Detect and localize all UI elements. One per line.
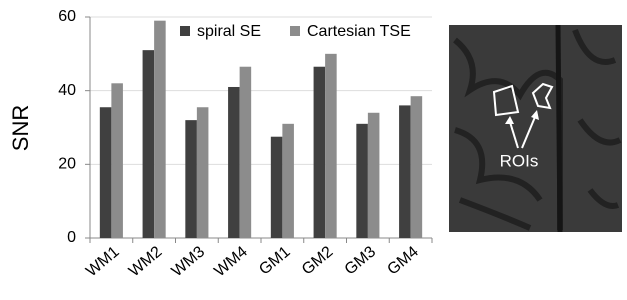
x-tick-label: WM1 (83, 243, 123, 280)
bar (368, 113, 380, 238)
bar (411, 96, 423, 238)
x-tick-label: WM3 (169, 243, 209, 280)
legend-label: Cartesian TSE (307, 23, 411, 40)
bar (154, 21, 166, 238)
y-axis-label: SNR (8, 105, 33, 151)
mri-image: ROIs (449, 25, 622, 232)
y-tick-label: 0 (67, 229, 76, 246)
x-tick-label: GM1 (256, 243, 294, 278)
bar (271, 137, 283, 238)
legend-label: spiral SE (197, 23, 261, 40)
x-tick-label: WM4 (211, 243, 251, 280)
figure: SNR ROIs 0 20 40 60 WM1WM2WM3WM4GM1GM2GM3GM4… (0, 0, 627, 300)
y-tick-label: 20 (58, 156, 76, 173)
bar (185, 120, 197, 238)
bar (356, 124, 368, 238)
x-tick-label: GM4 (384, 243, 422, 278)
bar (282, 124, 294, 238)
x-tick-label: GM2 (299, 243, 337, 278)
y-tick-label: 40 (58, 82, 76, 99)
bar (100, 107, 112, 238)
bar (197, 107, 209, 238)
bar (399, 105, 411, 238)
legend-swatch (180, 26, 190, 36)
x-tick-label: GM3 (342, 243, 380, 278)
bar (325, 54, 337, 238)
legend-swatch (290, 26, 300, 36)
image-annotation: ROIs (500, 151, 539, 170)
bar (228, 87, 240, 238)
y-tick-label: 60 (58, 8, 76, 25)
x-tick-label: WM2 (126, 243, 166, 280)
bar (314, 67, 326, 238)
image-fissure (558, 25, 560, 232)
bar (143, 50, 155, 238)
bar (240, 67, 252, 238)
bar (111, 83, 123, 238)
